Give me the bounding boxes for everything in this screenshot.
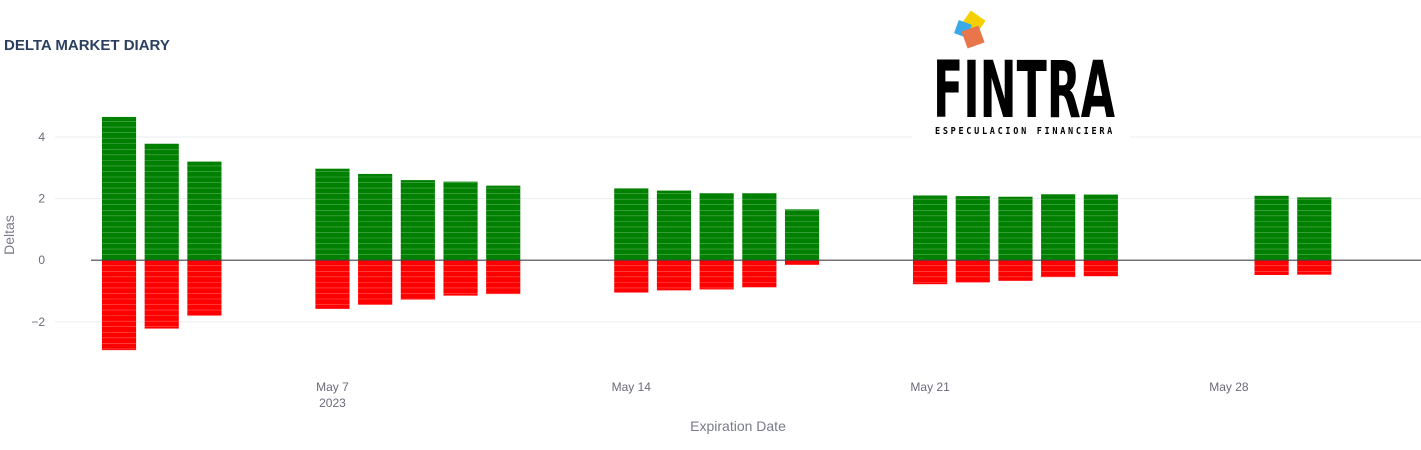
- y-tick-label: 0: [38, 253, 45, 267]
- negative-bar: [443, 260, 478, 296]
- fintra-logo: FINTRA ESPECULACION FINANCIERA: [912, 8, 1130, 138]
- negative-bar: [315, 260, 350, 309]
- positive-bar: [913, 195, 948, 261]
- x-tick-label: May 14: [612, 380, 652, 394]
- positive-bar: [784, 209, 820, 261]
- logo-squares-icon: [954, 10, 986, 49]
- x-tick-year-label: 2023: [319, 396, 346, 410]
- negative-bar: [614, 260, 649, 293]
- x-tick-labels: May 7 2023 May 14 May 21 May 28: [316, 380, 1249, 410]
- positive-bar: [614, 188, 649, 261]
- positive-bar: [1041, 194, 1076, 261]
- positive-bar: [358, 173, 393, 261]
- negative-bar: [486, 260, 521, 295]
- x-tick-label: May 21: [910, 380, 950, 394]
- negative-bar: [784, 260, 820, 265]
- negative-bar: [187, 260, 222, 316]
- positive-bar: [187, 161, 222, 261]
- positive-bar: [144, 143, 179, 261]
- positive-bar: [486, 185, 521, 261]
- negative-bar: [1041, 260, 1076, 278]
- positive-bar: [1297, 197, 1332, 261]
- chart-title: DELTA MARKET DIARY: [4, 37, 170, 54]
- negative-bar: [656, 260, 692, 291]
- positive-bar: [955, 196, 990, 261]
- negative-bar: [913, 260, 948, 285]
- x-axis-title: Expiration Date: [690, 418, 786, 434]
- grid-lines: [55, 136, 1421, 323]
- negative-bar: [1254, 260, 1289, 275]
- negative-bar: [699, 260, 734, 290]
- positive-bar: [315, 168, 350, 261]
- logo-wordmark: FINTRA: [933, 46, 1115, 136]
- positive-bar: [699, 193, 734, 261]
- negative-bar: [955, 260, 990, 283]
- negative-bar: [1083, 260, 1118, 277]
- bars-layer: [101, 116, 1332, 351]
- negative-bar: [101, 260, 137, 351]
- positive-bar: [1254, 195, 1289, 261]
- negative-bar: [742, 260, 777, 288]
- positive-bar: [742, 193, 777, 261]
- negative-bar: [1297, 260, 1332, 275]
- y-tick-label: 4: [38, 130, 45, 144]
- logo-backdrop: [912, 8, 1130, 138]
- x-tick-label: May 28: [1209, 380, 1249, 394]
- y-tick-label: −2: [31, 315, 45, 329]
- y-tick-label: 2: [38, 192, 45, 206]
- negative-bar: [144, 260, 179, 329]
- negative-bar: [358, 260, 393, 305]
- positive-bar: [1083, 194, 1118, 261]
- y-axis-title: Deltas: [1, 215, 17, 255]
- negative-bar: [400, 260, 435, 300]
- x-tick-label: May 7: [316, 380, 349, 394]
- logo-tagline: ESPECULACION FINANCIERA: [935, 126, 1115, 137]
- positive-bar: [998, 196, 1033, 261]
- negative-bar: [998, 260, 1033, 281]
- y-tick-labels: −2 0 2 4: [31, 130, 45, 329]
- positive-bar: [400, 180, 435, 261]
- positive-bar: [101, 116, 137, 261]
- positive-bar: [443, 181, 478, 261]
- positive-bar: [656, 190, 692, 261]
